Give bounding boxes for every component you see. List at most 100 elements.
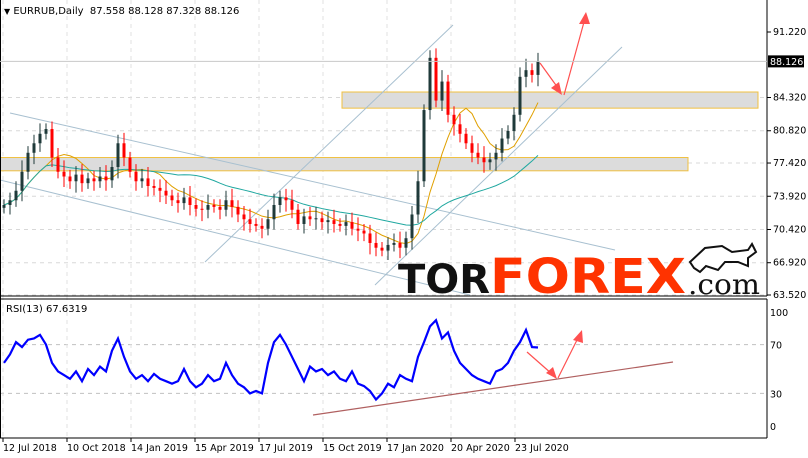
- candle-bull: [206, 204, 210, 210]
- ma-slow-line: [3, 155, 539, 226]
- rsi-line: [3, 318, 539, 402]
- ohlc-values: 87.558 88.128 87.328 88.126: [89, 6, 240, 17]
- rsi-axis: 100 70 30 0: [770, 308, 788, 433]
- candle-bear: [356, 228, 360, 231]
- candle-bear: [92, 178, 96, 182]
- price-tick-label: 73.920: [773, 191, 806, 202]
- candle-bull: [20, 171, 24, 191]
- bull-icon: [688, 242, 758, 274]
- candle-bull: [8, 200, 12, 205]
- candle-bear: [188, 197, 192, 205]
- candle-bear: [68, 176, 72, 182]
- price-tick-label: 84.320: [773, 93, 806, 104]
- arrow-down: [539, 62, 559, 89]
- candle-bull: [506, 130, 510, 139]
- candle-bull: [110, 167, 114, 181]
- candle-bear: [398, 242, 402, 248]
- rsi-arrowhead-down: [546, 367, 557, 379]
- candle-bull: [416, 181, 420, 215]
- candle-bear: [296, 209, 300, 224]
- time-tick-label: 17 Jan 2020: [387, 443, 444, 454]
- candle-bull: [2, 204, 6, 208]
- candle-bull: [500, 138, 504, 153]
- candle-bear: [62, 171, 66, 177]
- rsi-label: RSI(13) 67.6319: [6, 304, 88, 315]
- last-price-tag: 88.126: [0, 55, 804, 68]
- candle-bull: [404, 238, 408, 248]
- forecast-arrows: [526, 12, 590, 379]
- svg-text:TOR: TOR: [398, 257, 490, 303]
- time-tick-label: 23 Jul 2020: [515, 443, 569, 454]
- candle-bear: [218, 206, 222, 210]
- candle-bull: [86, 178, 90, 184]
- price-tick-label: 66.920: [773, 258, 806, 269]
- candle-bull: [266, 219, 270, 229]
- candle-bull: [386, 244, 390, 251]
- rsi-trendline: [312, 361, 674, 416]
- candle-bear: [464, 133, 468, 144]
- channel-line-asc-lower: [374, 46, 623, 286]
- candle-bear: [452, 114, 456, 125]
- channel-line-asc-upper: [204, 24, 454, 263]
- candle-bull: [278, 197, 282, 205]
- candle-bear: [470, 143, 474, 153]
- time-tick-label: 12 Jul 2018: [3, 443, 57, 454]
- candle-bear: [164, 190, 168, 196]
- triangle-down-icon[interactable]: ▼: [4, 7, 11, 16]
- candle-bear: [104, 176, 108, 181]
- candle-bear: [146, 178, 150, 187]
- candle-bear: [248, 219, 252, 224]
- price-tag-bg: [768, 55, 804, 68]
- candle-bull: [116, 143, 120, 168]
- candle-bear: [458, 124, 462, 134]
- candle-bull: [524, 70, 528, 77]
- channel-line-upper-desc: [9, 112, 616, 251]
- candles: [2, 48, 540, 261]
- ma-fast-line: [3, 102, 539, 245]
- candle-bull: [140, 178, 144, 182]
- candle-bear: [308, 216, 312, 220]
- candle-bull: [536, 61, 540, 75]
- candle-bull: [302, 216, 306, 224]
- rsi-arrow-up: [557, 337, 579, 379]
- candle-bear: [530, 70, 534, 75]
- arrowhead-down: [551, 82, 562, 95]
- candle-bull: [14, 190, 18, 201]
- candle-bear: [290, 200, 294, 210]
- price-tick-label: 77.420: [773, 158, 806, 169]
- rsi-tick-label: 100: [770, 308, 788, 319]
- candle-bear: [56, 157, 60, 172]
- rsi-tick-label: 70: [770, 341, 782, 352]
- time-tick-label: 10 Oct 2018: [67, 443, 126, 454]
- candle-bear: [446, 81, 450, 115]
- rsi-panel: [3, 318, 674, 416]
- candle-bear: [380, 247, 384, 251]
- time-tick-label: 15 Oct 2019: [323, 443, 382, 454]
- candle-bear: [338, 223, 342, 226]
- candle-bear: [200, 208, 204, 210]
- candle-bear: [80, 174, 84, 184]
- candle-bear: [368, 233, 372, 243]
- candle-bull: [392, 242, 396, 245]
- candle-bull: [488, 159, 492, 163]
- candle-bull: [428, 57, 432, 111]
- price-tick-label: 80.820: [773, 126, 806, 137]
- candle-bull: [314, 218, 318, 220]
- candle-bear: [434, 57, 438, 101]
- candle-bear: [50, 129, 54, 158]
- arrow-up: [563, 21, 585, 96]
- support-resistance-zones: [0, 91, 759, 172]
- rsi-arrow-down: [526, 351, 553, 375]
- candle-bear: [374, 242, 378, 248]
- candle-bear: [476, 152, 480, 158]
- candle-bull: [344, 222, 348, 226]
- trendlines: [0, 24, 623, 296]
- price-axis: 91.220 84.320 80.820 77.420 73.920 70.420 66.9…: [767, 27, 806, 301]
- candle-bear: [152, 186, 156, 188]
- symbol-timeframe: EURRUB,Daily: [13, 6, 84, 17]
- chart-header: ▼ EURRUB,Daily 87.558 88.128 87.328 88.1…: [4, 6, 239, 17]
- candle-bear: [158, 187, 162, 191]
- candle-bear: [230, 200, 234, 207]
- rsi-arrowhead-up: [573, 330, 583, 343]
